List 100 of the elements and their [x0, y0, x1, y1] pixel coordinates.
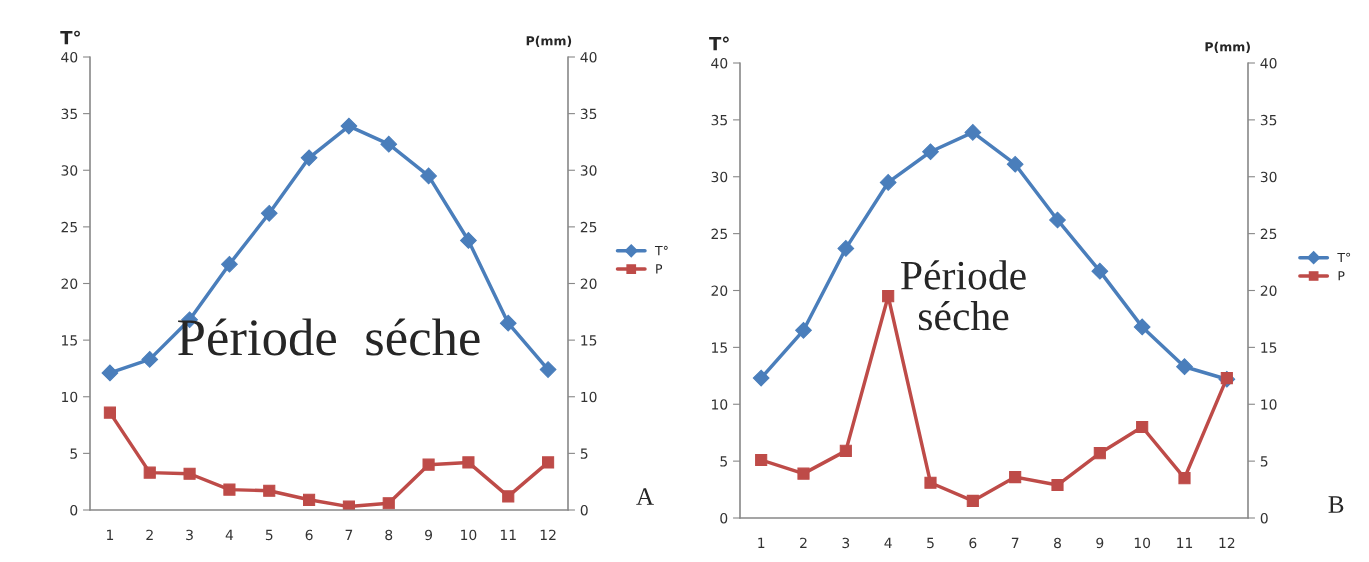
y2-tick-label: 20	[1260, 285, 1277, 296]
y2-tick-label: 5	[580, 448, 588, 459]
y2-axis-title: P(mm)	[526, 35, 572, 47]
point	[141, 351, 159, 368]
text: A	[636, 488, 654, 505]
x-tick-label: 10	[461, 529, 477, 541]
x-tick-label: 8	[1054, 537, 1061, 549]
point	[260, 204, 278, 222]
y-tick-label: 30	[61, 165, 78, 176]
y-tick-label: 25	[61, 221, 77, 233]
x-tick-label: 4	[884, 537, 892, 548]
point	[755, 453, 768, 467]
point	[143, 466, 156, 479]
x-tick-label: 1	[107, 529, 114, 540]
point	[499, 314, 517, 332]
x-tick-label: 12	[540, 529, 556, 540]
point	[966, 494, 979, 508]
x-tick-label: 1	[758, 537, 765, 548]
y-axis-title: T°	[60, 30, 80, 45]
y-tick-label: 15	[62, 335, 77, 346]
x-tick-label: 3	[186, 529, 193, 541]
x-tick-label: 11	[1177, 537, 1193, 548]
y-tick-label: 20	[61, 278, 78, 289]
point	[183, 467, 196, 480]
point	[539, 361, 557, 378]
y-tick-label: 0	[720, 512, 728, 524]
point	[101, 364, 119, 382]
x-tick-label: 2	[800, 537, 807, 548]
point	[382, 497, 395, 510]
y-tick-label: 35	[711, 114, 727, 126]
x-tick-label: 12	[1219, 537, 1235, 548]
legend-label: T°	[654, 245, 668, 256]
y2-tick-label: 35	[580, 108, 597, 120]
y-axis-title: T°	[709, 36, 729, 51]
point	[460, 232, 477, 249]
x-tick-label: 7	[1011, 537, 1019, 548]
point	[422, 458, 435, 471]
legend-label: P	[1338, 271, 1345, 281]
point	[103, 406, 116, 419]
y2-tick-label: 0	[580, 504, 588, 516]
point	[924, 476, 937, 489]
point	[263, 484, 276, 497]
y-tick-label: 10	[712, 399, 728, 410]
y2-tick-label: 35	[1260, 114, 1277, 126]
x-tick-label: 3	[842, 537, 850, 549]
x-tick-label: 7	[345, 529, 353, 540]
point	[380, 135, 398, 153]
point	[1093, 447, 1106, 460]
y-tick-label: 30	[711, 171, 728, 183]
y2-tick-label: 25	[1260, 228, 1277, 240]
point	[797, 467, 810, 480]
x-tick-label: 4	[225, 529, 234, 540]
point	[922, 143, 939, 161]
legend-label: P	[656, 264, 663, 274]
annotation: Période séche	[178, 318, 480, 356]
point	[837, 240, 855, 257]
point	[964, 124, 982, 141]
x-tick-label: 9	[1096, 537, 1104, 549]
point	[542, 456, 555, 469]
y2-tick-label: 15	[581, 335, 597, 346]
x-tick-label: 10	[1134, 537, 1151, 549]
point	[1051, 478, 1064, 492]
x-tick-label: 6	[305, 529, 313, 541]
y-tick-label: 35	[61, 108, 77, 120]
point	[1178, 472, 1191, 485]
y-tick-label: 15	[712, 342, 727, 353]
point	[1009, 470, 1022, 484]
y2-tick-label: 25	[580, 221, 597, 233]
point	[1091, 262, 1109, 280]
y-tick-label: 40	[61, 51, 78, 63]
y2-tick-label: 40	[1260, 57, 1277, 69]
x-tick-label: 9	[425, 529, 433, 541]
y-tick-label: 10	[62, 391, 78, 403]
point	[1006, 155, 1024, 173]
x-tick-label: 5	[927, 537, 934, 549]
point	[420, 167, 437, 185]
legend-label: T°	[1337, 252, 1351, 263]
point	[1176, 358, 1193, 376]
annotation: Période séche	[901, 260, 1026, 331]
y-tick-label: 0	[70, 504, 78, 516]
point	[1133, 318, 1151, 336]
point	[839, 444, 852, 457]
point	[300, 149, 318, 167]
x-tick-label: 11	[500, 529, 516, 540]
y2-tick-label: 10	[581, 391, 597, 403]
y-tick-label: 5	[70, 448, 77, 459]
y-tick-label: 40	[711, 57, 728, 69]
point	[795, 321, 812, 339]
point	[882, 290, 895, 303]
y2-tick-label: 30	[580, 165, 597, 176]
y2-tick-label: 10	[1261, 399, 1277, 410]
point	[223, 483, 236, 496]
y2-tick-label: 15	[1261, 342, 1277, 353]
x-tick-label: 5	[265, 529, 273, 541]
y2-tick-label: 30	[1260, 171, 1277, 183]
y-tick-label: 5	[720, 456, 727, 467]
y2-tick-label: 20	[580, 278, 597, 289]
y-tick-label: 20	[711, 285, 728, 296]
point	[502, 490, 515, 503]
y2-tick-label: 40	[580, 51, 597, 63]
